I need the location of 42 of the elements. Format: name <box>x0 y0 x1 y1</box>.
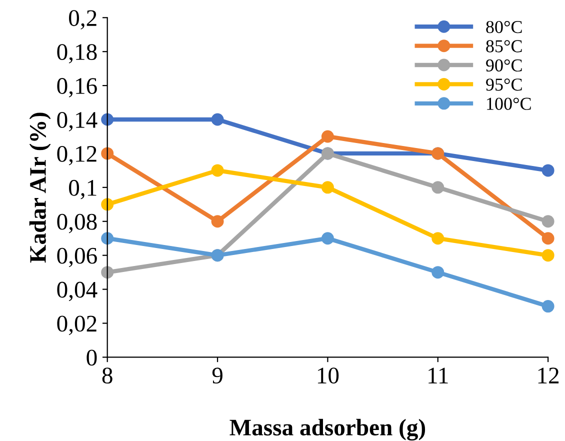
point <box>211 113 224 126</box>
legend-label: 85°C <box>486 40 522 52</box>
x-tick-label: 8 <box>102 368 112 384</box>
point <box>101 232 114 245</box>
point <box>542 215 554 228</box>
point <box>542 164 554 177</box>
y-tick-label: 0,2 <box>69 10 96 30</box>
point <box>321 130 334 143</box>
point <box>211 164 224 177</box>
point <box>101 113 114 126</box>
x-axis-title: Massa adsorben (g) <box>230 418 426 440</box>
point <box>542 232 554 245</box>
point <box>321 232 334 245</box>
y-tick-label: 0,06 <box>57 248 97 268</box>
legend-label: 100°C <box>487 98 531 110</box>
y-tick-label: 0,1 <box>69 180 96 200</box>
point <box>321 181 334 194</box>
y-tick-label: 0,18 <box>57 44 97 64</box>
point <box>542 300 554 313</box>
y-tick-label: 0 <box>86 350 97 366</box>
y-tick-label: 0,08 <box>57 214 97 234</box>
legend-label: 80°C <box>486 20 522 34</box>
point <box>432 232 444 245</box>
legend-label: 90°C <box>486 59 522 72</box>
point <box>432 181 444 194</box>
x-tick-label: 11 <box>428 368 448 384</box>
point <box>542 249 554 262</box>
legend-label: 95°C <box>486 78 522 91</box>
point <box>101 198 114 211</box>
x-tick-label: 9 <box>212 368 222 384</box>
y-tick-label: 0,12 <box>57 146 96 166</box>
x-tick-label: 10 <box>318 368 339 384</box>
y-tick-label: 0,04 <box>57 282 98 302</box>
y-tick-label: 0,16 <box>57 78 97 98</box>
point <box>432 266 444 279</box>
point <box>211 215 224 228</box>
point <box>101 147 114 160</box>
y-tick-label: 0,14 <box>57 112 98 132</box>
x-tick-label: 12 <box>538 368 559 384</box>
y-axis-title: Kadar AIr (%) <box>29 112 51 263</box>
point <box>101 266 114 279</box>
y-tick-label: 0,02 <box>57 316 96 336</box>
